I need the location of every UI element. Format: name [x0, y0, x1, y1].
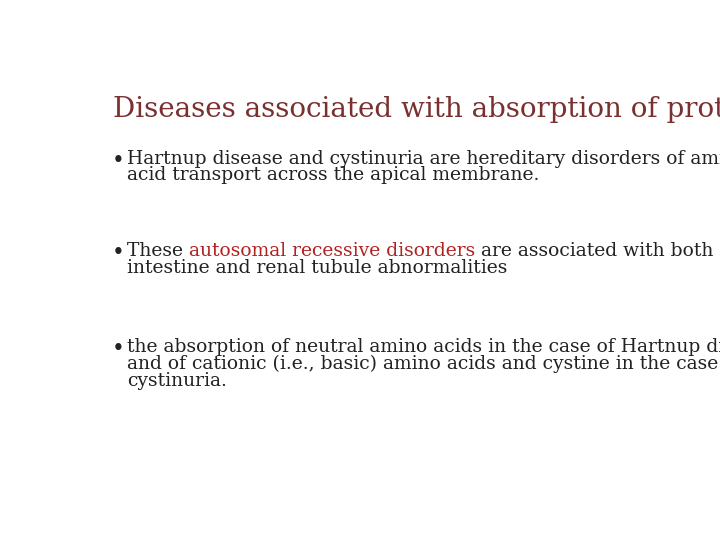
Text: are associated with both small: are associated with both small: [475, 242, 720, 260]
Text: and of cationic (i.e., basic) amino acids and cystine in the case of: and of cationic (i.e., basic) amino acid…: [127, 355, 720, 373]
Text: •: •: [112, 338, 125, 360]
Text: Hartnup disease and cystinuria are hereditary disorders of amino: Hartnup disease and cystinuria are hered…: [127, 150, 720, 167]
Text: •: •: [112, 150, 125, 172]
Text: the absorption of neutral amino acids in the case of Hartnup disease: the absorption of neutral amino acids in…: [127, 338, 720, 356]
Text: Diseases associated with absorption of proteins: Diseases associated with absorption of p…: [113, 96, 720, 123]
Text: autosomal recessive disorders: autosomal recessive disorders: [189, 242, 475, 260]
Text: These: These: [127, 242, 189, 260]
Text: acid transport across the apical membrane.: acid transport across the apical membran…: [127, 166, 539, 185]
Text: cystinuria.: cystinuria.: [127, 372, 227, 390]
Text: intestine and renal tubule abnormalities: intestine and renal tubule abnormalities: [127, 259, 508, 277]
Text: •: •: [112, 242, 125, 264]
